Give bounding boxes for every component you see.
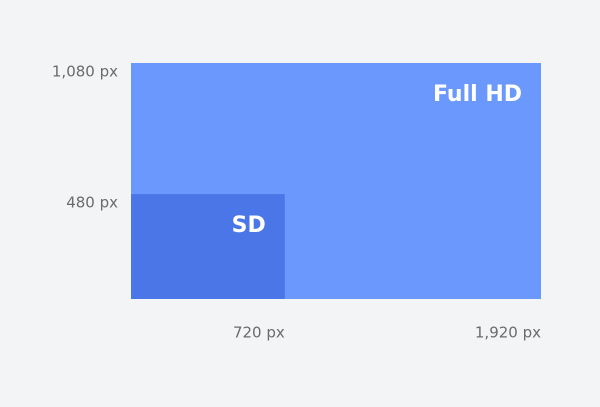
resolution-name: SD [232,213,266,238]
width-label: 720 px [233,324,285,342]
resolution-box [131,194,285,299]
height-label: 1,080 px [52,63,118,81]
height-label: 480 px [66,194,118,212]
width-label: 1,920 px [475,324,541,342]
resolution-name: Full HD [433,82,522,107]
